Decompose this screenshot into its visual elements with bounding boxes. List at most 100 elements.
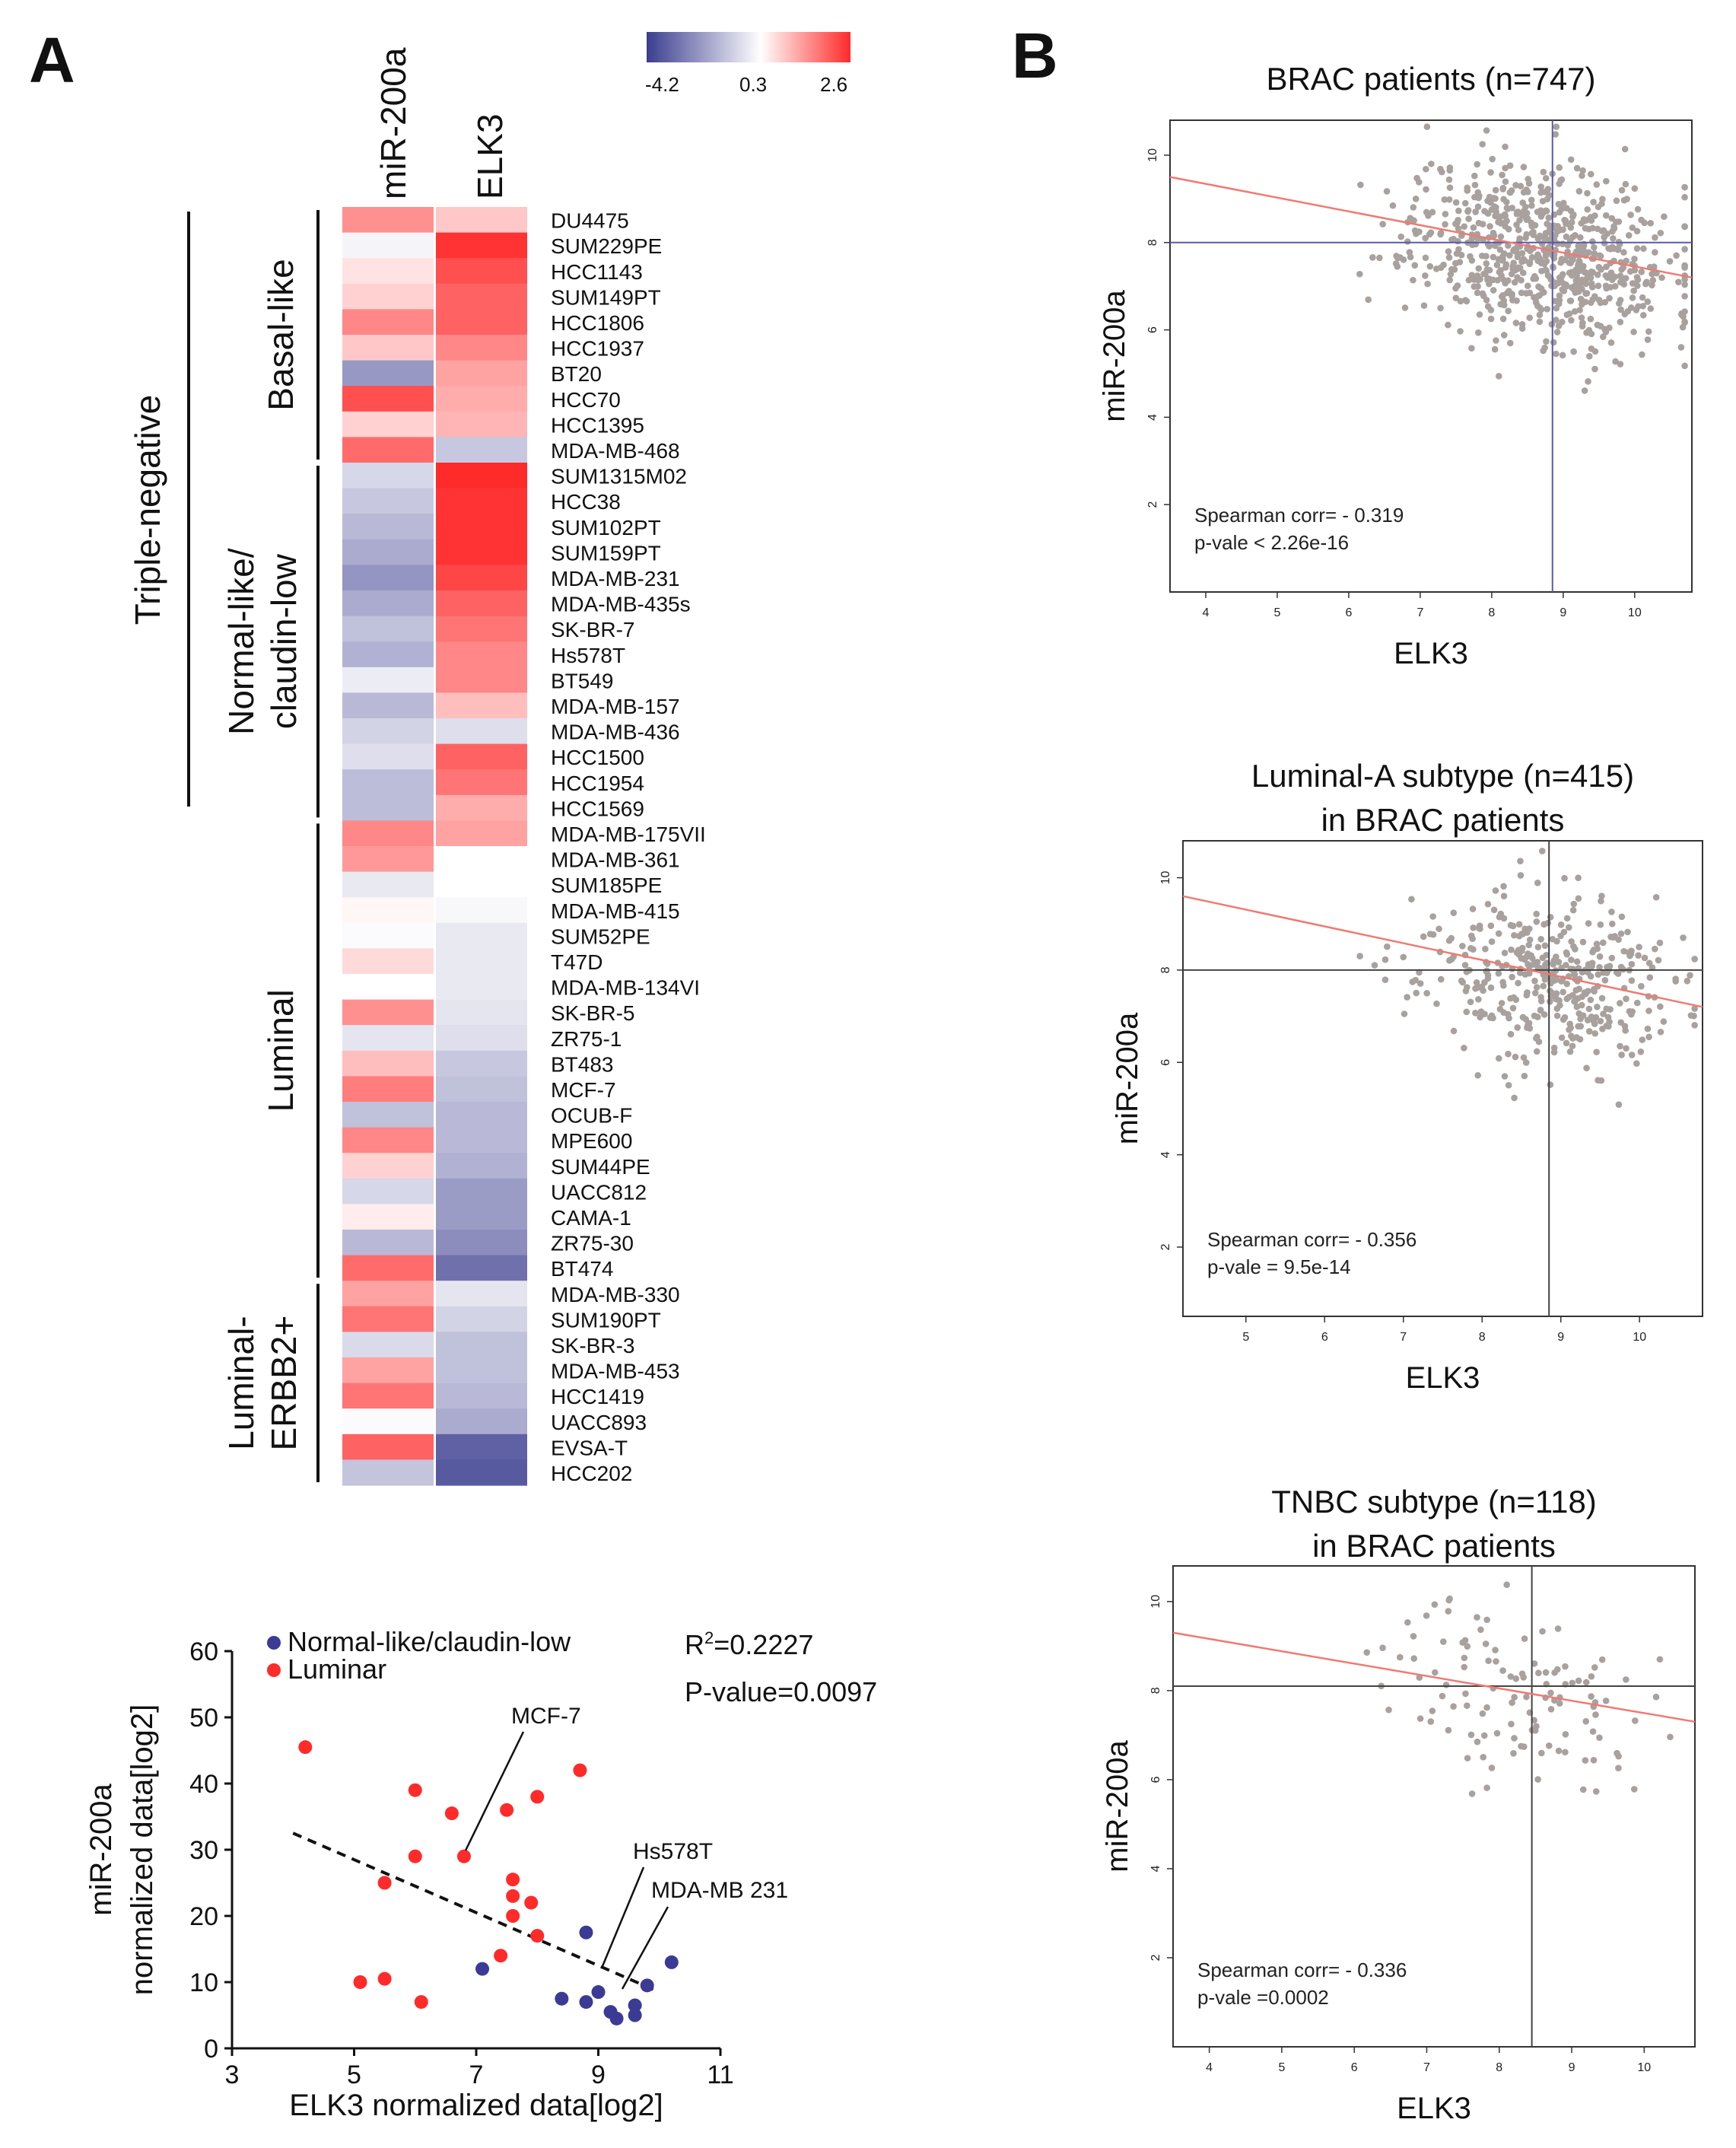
- heatmap-cell-elk3: [436, 743, 527, 770]
- heatmap-cell-elk3: [436, 999, 527, 1026]
- data-point: [1547, 914, 1554, 921]
- data-point: [1471, 181, 1479, 189]
- y-tick-label: 50: [189, 1704, 218, 1733]
- heatmap-cell-elk3: [436, 1332, 527, 1358]
- data-point: [1445, 321, 1451, 329]
- data-point: [1452, 220, 1459, 228]
- data-point: [1528, 253, 1536, 261]
- heatmap-row-label: HCC70: [551, 388, 621, 412]
- data-point: [1681, 318, 1688, 326]
- data-point: [1529, 221, 1536, 229]
- data-point: [1501, 950, 1509, 956]
- heatmap-row-label: SUM102PT: [551, 516, 661, 539]
- data-point: [1633, 228, 1641, 235]
- data-point: [1480, 1754, 1486, 1761]
- data-point: [1563, 1039, 1570, 1047]
- data-point: [1541, 976, 1549, 983]
- data-point: [1559, 271, 1566, 278]
- data-point: [1568, 317, 1575, 324]
- heatmap-cell-mir200a: [342, 514, 434, 540]
- heatmap-cell-mir200a: [342, 1255, 434, 1281]
- data-point: [1540, 347, 1547, 355]
- data-point: [1492, 887, 1499, 894]
- data-point: [1426, 263, 1434, 270]
- data-point: [1481, 208, 1488, 215]
- data-point: [1583, 329, 1590, 336]
- data-point: [1582, 1757, 1589, 1764]
- data-point: [1639, 294, 1646, 301]
- data-point: [1681, 281, 1688, 288]
- data-point: [1474, 1614, 1480, 1621]
- data-point: [1657, 229, 1664, 237]
- data-point: [1465, 276, 1473, 284]
- heatmap-row-label: MDA-MB-436: [551, 721, 680, 744]
- point-luminar: [408, 1849, 422, 1863]
- data-point: [1590, 985, 1598, 993]
- heatmap-cell-elk3: [436, 539, 527, 565]
- data-point: [1597, 921, 1604, 928]
- data-point: [1623, 257, 1630, 265]
- data-point: [1494, 276, 1501, 284]
- heatmap-cell-elk3: [436, 1102, 527, 1128]
- data-point: [1597, 323, 1604, 329]
- heatmap-cell-mir200a: [342, 335, 434, 361]
- data-point: [1597, 253, 1604, 259]
- heatmap-cell-elk3: [436, 437, 527, 463]
- data-point: [1538, 848, 1546, 854]
- data-point: [1416, 228, 1423, 235]
- data-point: [1467, 932, 1475, 940]
- data-point: [1595, 282, 1602, 289]
- data-point: [1587, 274, 1595, 282]
- data-point: [1383, 188, 1391, 195]
- data-point: [1568, 956, 1575, 963]
- data-point: [1477, 1626, 1484, 1634]
- data-point: [1506, 339, 1514, 347]
- data-point: [1667, 1733, 1674, 1741]
- data-point: [1556, 208, 1563, 216]
- data-point: [1536, 311, 1544, 319]
- data-point: [1623, 1676, 1629, 1683]
- y-tick-label: 10: [1149, 1595, 1162, 1609]
- heatmap-row-label: SK-BR-3: [551, 1334, 634, 1357]
- data-point: [1496, 1005, 1504, 1013]
- data-point: [1509, 297, 1516, 304]
- data-point: [1621, 145, 1629, 153]
- data-point: [1356, 953, 1363, 959]
- data-point: [1687, 1012, 1695, 1019]
- y-tick-label: 8: [1159, 966, 1172, 973]
- heatmap-cell-mir200a: [342, 948, 434, 975]
- data-point: [1495, 930, 1502, 937]
- data-point: [1540, 168, 1547, 176]
- data-point: [1521, 1072, 1528, 1080]
- data-point: [1491, 345, 1499, 353]
- x-tick-label: 8: [1488, 606, 1495, 619]
- heatmap-cell-mir200a: [342, 386, 434, 412]
- data-point: [1587, 170, 1595, 178]
- data-point: [1519, 269, 1527, 276]
- heatmap-cell-mir200a: [342, 743, 434, 770]
- data-point: [1381, 956, 1389, 963]
- data-point: [1592, 1014, 1600, 1021]
- data-point: [1389, 202, 1397, 209]
- heatmap-row-label: MPE600: [551, 1129, 632, 1153]
- data-point: [1601, 977, 1609, 984]
- data-point: [1523, 991, 1531, 999]
- data-point: [1572, 282, 1579, 289]
- heatmap-cell-mir200a: [342, 258, 434, 285]
- data-point: [1636, 944, 1642, 950]
- data-point: [1442, 221, 1448, 228]
- data-point: [1410, 276, 1416, 284]
- data-point: [1477, 1014, 1483, 1021]
- data-point: [1538, 1749, 1545, 1757]
- data-point: [1575, 1677, 1582, 1685]
- y-tick-label: 6: [1149, 1776, 1162, 1783]
- data-point: [1475, 265, 1483, 272]
- data-point: [1599, 1025, 1606, 1033]
- data-point: [1584, 189, 1591, 197]
- data-point: [1630, 287, 1637, 294]
- data-point: [1575, 257, 1583, 265]
- data-point: [1569, 1679, 1576, 1687]
- data-point: [1542, 235, 1550, 242]
- data-point: [1681, 362, 1688, 370]
- x-tick-label: 7: [1416, 606, 1423, 619]
